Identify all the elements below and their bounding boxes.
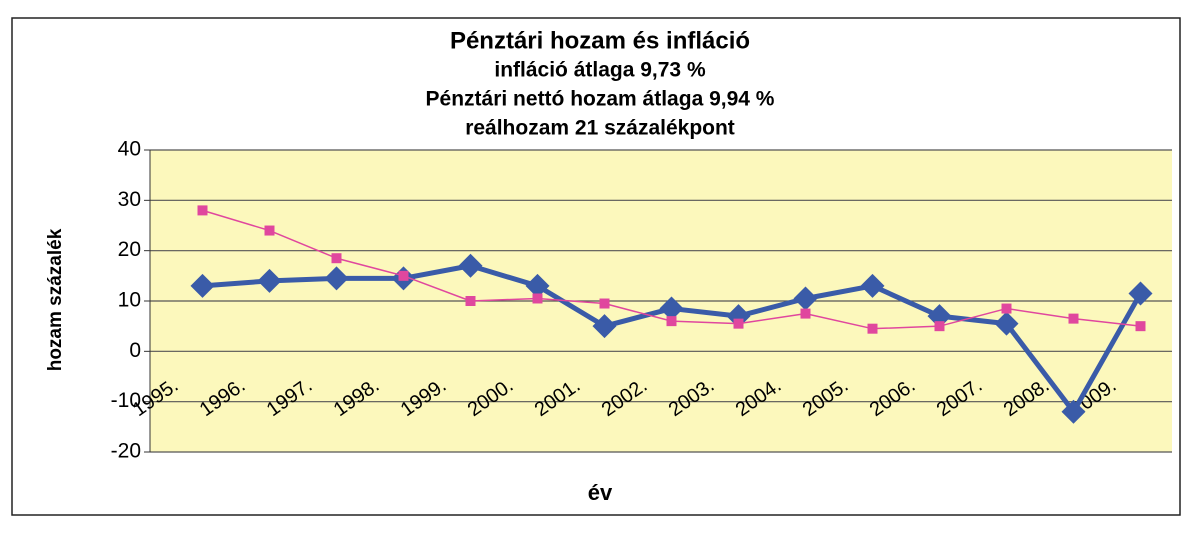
data-point [1128, 281, 1153, 306]
data-point [465, 296, 476, 306]
data-point [994, 311, 1019, 336]
chart-title: Pénztári hozam és infláció [450, 27, 750, 54]
y-tick-label: -10 [111, 389, 141, 412]
y-axis-label: hozam százalék [45, 228, 66, 371]
data-point [793, 286, 818, 311]
data-point [666, 316, 677, 327]
y-tick-label: -20 [111, 440, 141, 463]
data-point [1068, 313, 1079, 324]
data-point [257, 268, 282, 293]
data-point [1001, 303, 1012, 314]
data-point [1135, 321, 1146, 332]
data-point [599, 298, 610, 309]
data-point [733, 318, 744, 329]
data-point [331, 253, 342, 264]
chart-subtitle: reálhozam 21 százalékpont [465, 117, 735, 140]
data-point [659, 296, 684, 321]
y-tick-label: 40 [118, 138, 141, 161]
data-point [190, 273, 215, 298]
data-point [197, 205, 208, 216]
data-point [324, 266, 349, 291]
data-point [800, 308, 811, 319]
y-tick-label: 20 [118, 238, 141, 261]
data-point [1061, 399, 1086, 424]
data-point [532, 293, 543, 304]
chart-subtitle: Pénztári nettó hozam átlaga 9,94 % [426, 88, 775, 111]
x-axis-label: év [588, 480, 613, 505]
data-point [264, 225, 275, 236]
data-point [592, 314, 617, 339]
data-point [934, 321, 945, 332]
y-tick-label: 10 [118, 289, 141, 312]
data-point [867, 323, 878, 334]
data-point [458, 253, 483, 278]
data-point [927, 304, 952, 329]
data-point [860, 273, 885, 298]
y-tick-label: 30 [118, 188, 141, 211]
data-point [398, 270, 409, 281]
y-tick-label: 0 [129, 339, 141, 362]
chart-subtitle: infláció átlaga 9,73 % [494, 59, 706, 82]
data-point [525, 273, 550, 298]
